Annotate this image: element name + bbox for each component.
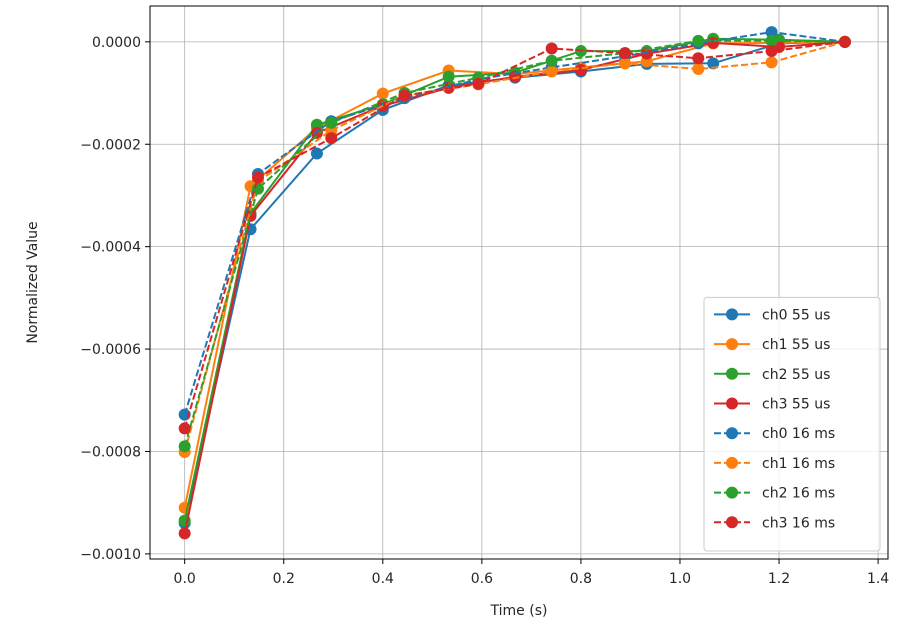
series-line — [183, 31, 846, 415]
legend-entry: ch3 55 us — [714, 397, 830, 413]
data-point — [545, 54, 558, 67]
legend-entry: ch0 16 ms — [714, 426, 835, 442]
series-lines — [178, 26, 851, 540]
y-tick-label: −0.0008 — [80, 444, 141, 460]
data-point — [765, 34, 778, 47]
legend-entry: ch2 55 us — [714, 367, 830, 383]
data-point — [618, 57, 631, 70]
legend-marker — [726, 397, 738, 410]
legend-marker — [726, 338, 738, 351]
data-point — [178, 440, 191, 453]
data-point — [545, 65, 558, 78]
x-tick-label: 1.4 — [867, 571, 889, 587]
legend-label: ch2 55 us — [762, 367, 830, 383]
legend-entry: ch1 55 us — [714, 337, 830, 353]
legend-marker — [726, 427, 738, 440]
legend-box — [703, 296, 881, 552]
legend-label: ch0 55 us — [762, 307, 830, 323]
legend-label: ch3 16 ms — [762, 515, 835, 531]
legend-label: ch3 55 us — [762, 397, 830, 413]
legend-entry: ch0 55 us — [714, 307, 830, 323]
data-point — [707, 57, 720, 70]
x-tick-label: 0.8 — [570, 571, 592, 587]
legend-marker — [726, 516, 738, 529]
data-point — [692, 62, 705, 75]
y-tick-label: −0.0004 — [80, 240, 141, 256]
x-tick-label: 0.0 — [174, 571, 196, 587]
x-axis-label: Time (s) — [490, 603, 548, 619]
x-tick-label: 1.0 — [669, 571, 691, 587]
data-point — [442, 70, 455, 83]
data-point — [838, 35, 851, 48]
legend-marker — [726, 456, 738, 469]
legend-marker — [726, 308, 738, 321]
data-point — [398, 89, 411, 102]
data-point — [251, 171, 264, 184]
data-point — [692, 34, 705, 47]
data-point — [692, 52, 705, 65]
data-point — [545, 42, 558, 55]
data-point — [178, 422, 191, 435]
legend-label: ch1 55 us — [762, 337, 830, 353]
data-point — [178, 527, 191, 540]
legend: ch0 55 us ch1 55 us ch2 55 us ch3 55 us ch0 … — [703, 296, 881, 552]
legend-entry: ch2 16 ms — [714, 486, 835, 502]
series-line — [183, 40, 846, 453]
x-tick-label: 0.2 — [273, 571, 295, 587]
data-point — [325, 132, 338, 145]
data-point — [707, 36, 720, 49]
series-ch3-16-ms — [178, 35, 851, 435]
data-point — [472, 77, 485, 90]
data-point — [376, 87, 389, 100]
data-point — [765, 56, 778, 69]
series-line — [183, 39, 845, 447]
data-point — [325, 116, 338, 129]
data-point — [310, 126, 323, 139]
x-tick-label: 0.6 — [471, 571, 493, 587]
y-tick-label: 0.0000 — [92, 35, 141, 51]
legend-marker — [726, 367, 738, 380]
legend-entry: ch3 16 ms — [714, 515, 835, 531]
y-axis-label: Normalized Value — [25, 221, 41, 343]
legend-label: ch1 16 ms — [762, 456, 835, 472]
axis-ticks: 0.0 0.2 0.4 0.6 0.8 1.0 1.2 1.4 0.0000 −0.0002 −0.… — [80, 35, 889, 587]
x-tick-label: 1.2 — [768, 571, 790, 587]
data-point — [574, 64, 587, 77]
y-tick-label: −0.0010 — [80, 547, 141, 563]
data-point — [765, 26, 778, 39]
plot-frame — [149, 5, 889, 560]
legend-label: ch2 16 ms — [762, 486, 835, 502]
data-point — [310, 147, 323, 160]
legend-label: ch0 16 ms — [762, 426, 835, 442]
y-tick-label: −0.0006 — [80, 342, 141, 358]
series-line — [183, 40, 846, 429]
legend-entry: ch1 16 ms — [714, 456, 835, 472]
x-tick-label: 0.4 — [372, 571, 394, 587]
data-point — [765, 45, 778, 58]
legend-marker — [726, 486, 738, 499]
data-point — [618, 47, 631, 60]
y-tick-label: −0.0002 — [80, 137, 141, 153]
